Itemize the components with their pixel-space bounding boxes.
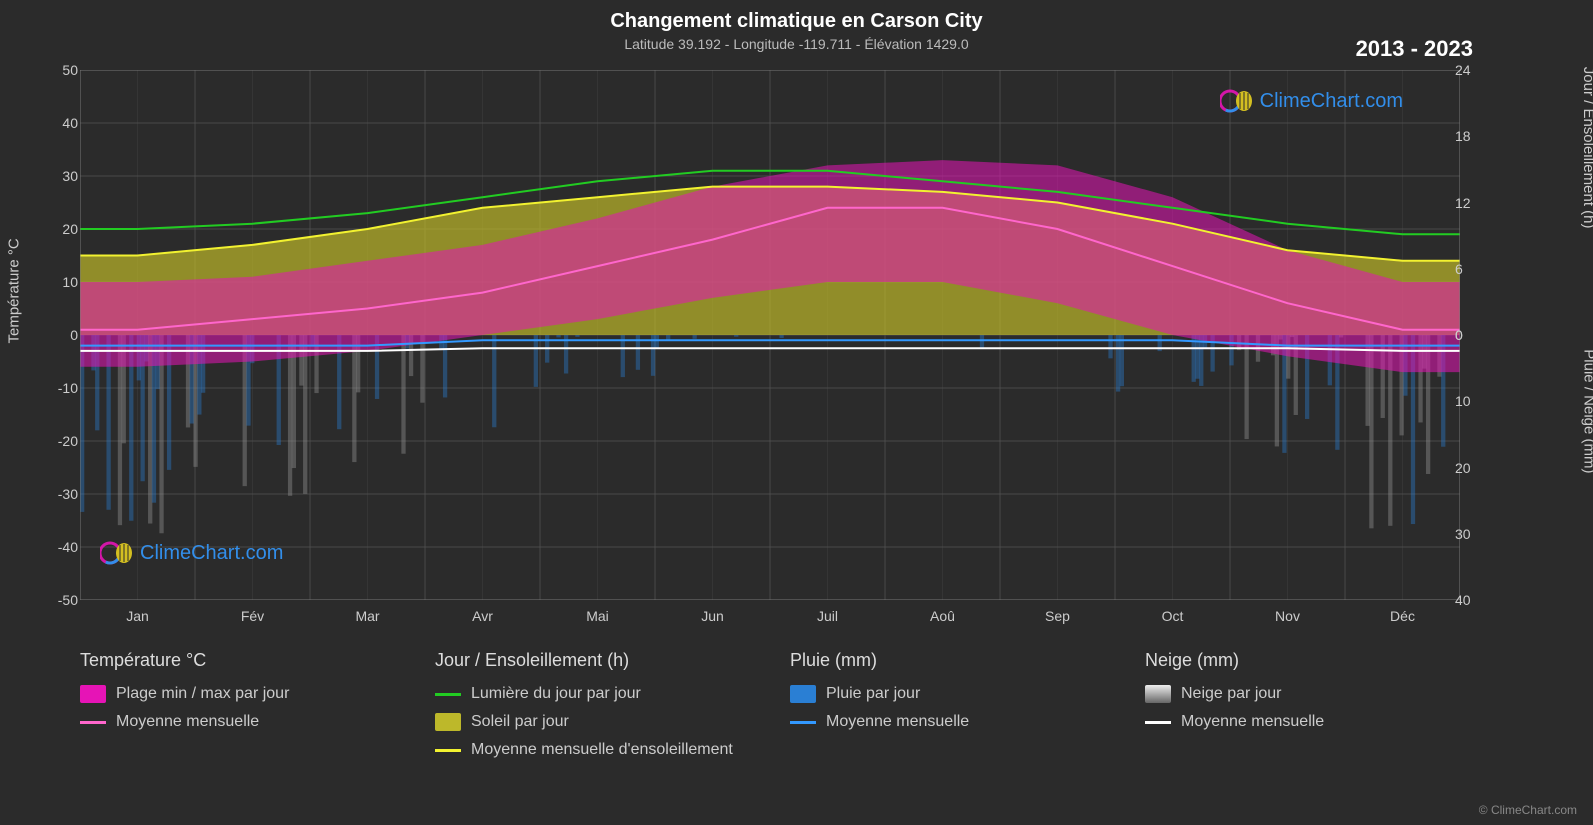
y-left-tick: 20 [48,221,78,237]
chart-subtitle: Latitude 39.192 - Longitude -119.711 - É… [0,36,1593,52]
legend-label: Moyenne mensuelle [826,713,969,731]
x-tick: Juil [817,608,838,624]
legend-label: Plage min / max par jour [116,685,289,703]
y-right-bottom-tick: 20 [1455,460,1483,476]
x-tick: Fév [241,608,264,624]
x-tick: Nov [1275,608,1300,624]
legend-item-rain-avg: Moyenne mensuelle [790,713,1145,731]
y-right-bottom-tick: 40 [1455,592,1483,608]
y-left-tick: 10 [48,274,78,290]
y-right-top-tick: 12 [1455,195,1483,211]
legend: Température °C Plage min / max par jour … [80,650,1500,759]
legend-swatch [435,713,461,731]
copyright: © ClimeChart.com [1479,803,1577,817]
legend-col-snow: Neige (mm) Neige par jour Moyenne mensue… [1145,650,1500,759]
x-tick: Aoû [930,608,955,624]
watermark-text: ClimeChart.com [140,542,283,565]
legend-swatch [790,721,816,724]
y-left-tick: -20 [48,433,78,449]
legend-item-snow-avg: Moyenne mensuelle [1145,713,1500,731]
y-right-top-tick: 6 [1455,261,1483,277]
legend-item-daylight: Lumière du jour par jour [435,685,790,703]
legend-swatch [80,685,106,703]
y-right-top-tick: 24 [1455,62,1483,78]
chart-title: Changement climatique en Carson City [0,10,1593,33]
legend-swatch [1145,721,1171,724]
x-tick: Mar [355,608,379,624]
watermark-logo-icon [1220,88,1254,114]
legend-header-snow: Neige (mm) [1145,650,1500,671]
legend-item-snow-daily: Neige par jour [1145,685,1500,703]
chart-svg [80,70,1460,600]
x-tick: Jan [126,608,149,624]
legend-swatch [790,685,816,703]
legend-label: Neige par jour [1181,685,1282,703]
y-left-tick: -10 [48,380,78,396]
legend-swatch [435,693,461,696]
y-left-tick: 50 [48,62,78,78]
legend-label: Pluie par jour [826,685,920,703]
legend-swatch [1145,685,1171,703]
legend-label: Moyenne mensuelle [1181,713,1324,731]
watermark-logo-icon [100,540,134,566]
legend-label: Moyenne mensuelle [116,713,259,731]
legend-label: Lumière du jour par jour [471,685,641,703]
y-right-bottom-tick: 30 [1455,526,1483,542]
y-right-top-tick: 18 [1455,128,1483,144]
legend-label: Soleil par jour [471,713,569,731]
x-tick: Avr [472,608,493,624]
y-left-tick: -50 [48,592,78,608]
legend-item-temp-avg: Moyenne mensuelle [80,713,435,731]
y-axis-right-bottom-label: Pluie / Neige (mm) [1581,349,1593,473]
x-tick: Oct [1162,608,1184,624]
legend-col-temperature: Température °C Plage min / max par jour … [80,650,435,759]
y-left-tick: -30 [48,486,78,502]
y-left-tick: -40 [48,539,78,555]
y-axis-right-top-label: Jour / Ensoleillement (h) [1581,67,1593,229]
x-tick: Sep [1045,608,1070,624]
y-left-tick: 30 [48,168,78,184]
legend-label: Moyenne mensuelle d'ensoleillement [471,741,733,759]
legend-col-daylight: Jour / Ensoleillement (h) Lumière du jou… [435,650,790,759]
y-axis-left-label: Température °C [6,238,23,343]
legend-header-rain: Pluie (mm) [790,650,1145,671]
x-tick: Jun [701,608,724,624]
legend-swatch [80,721,106,724]
y-right-bottom-tick: 0 [1455,327,1483,343]
watermark-text: ClimeChart.com [1260,90,1403,113]
year-range: 2013 - 2023 [1356,36,1473,62]
y-left-tick: 40 [48,115,78,131]
legend-col-rain: Pluie (mm) Pluie par jour Moyenne mensue… [790,650,1145,759]
y-right-bottom-tick: 10 [1455,393,1483,409]
legend-header-daylight: Jour / Ensoleillement (h) [435,650,790,671]
legend-item-rain-daily: Pluie par jour [790,685,1145,703]
legend-header-temperature: Température °C [80,650,435,671]
legend-item-temp-range: Plage min / max par jour [80,685,435,703]
legend-item-sun: Soleil par jour [435,713,790,731]
legend-item-sun-avg: Moyenne mensuelle d'ensoleillement [435,741,790,759]
x-tick: Mai [586,608,609,624]
y-left-tick: 0 [48,327,78,343]
x-tick: Déc [1390,608,1415,624]
watermark-bottom: ClimeChart.com [100,540,283,566]
legend-swatch [435,749,461,752]
chart-plot-area [80,70,1460,600]
watermark-top: ClimeChart.com [1220,88,1403,114]
